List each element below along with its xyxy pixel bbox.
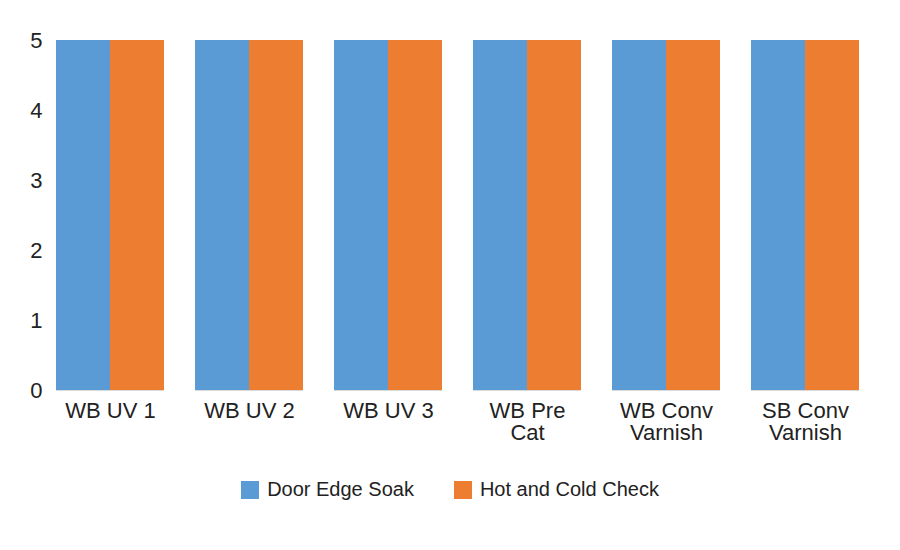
svg-text:WB PreCat: WB PreCat: [490, 398, 566, 445]
svg-text:WB UV 2: WB UV 2: [204, 398, 294, 423]
svg-text:4: 4: [30, 98, 42, 123]
svg-text:5: 5: [30, 28, 42, 53]
svg-text:WB UV 1: WB UV 1: [65, 398, 155, 423]
svg-text:2: 2: [30, 238, 42, 263]
svg-text:1: 1: [30, 308, 42, 333]
html-text:Hot and Cold Check: Hot and Cold Check: [479, 478, 659, 500]
svg-text:0: 0: [30, 378, 42, 403]
html-text:Door Edge Soak: Door Edge Soak: [267, 478, 414, 500]
svg-text:SB ConvVarnish: SB ConvVarnish: [762, 398, 849, 445]
svg-text:WB ConvVarnish: WB ConvVarnish: [620, 398, 713, 445]
svg-text:WB UV 3: WB UV 3: [343, 398, 433, 423]
svg-text:3: 3: [30, 168, 42, 193]
